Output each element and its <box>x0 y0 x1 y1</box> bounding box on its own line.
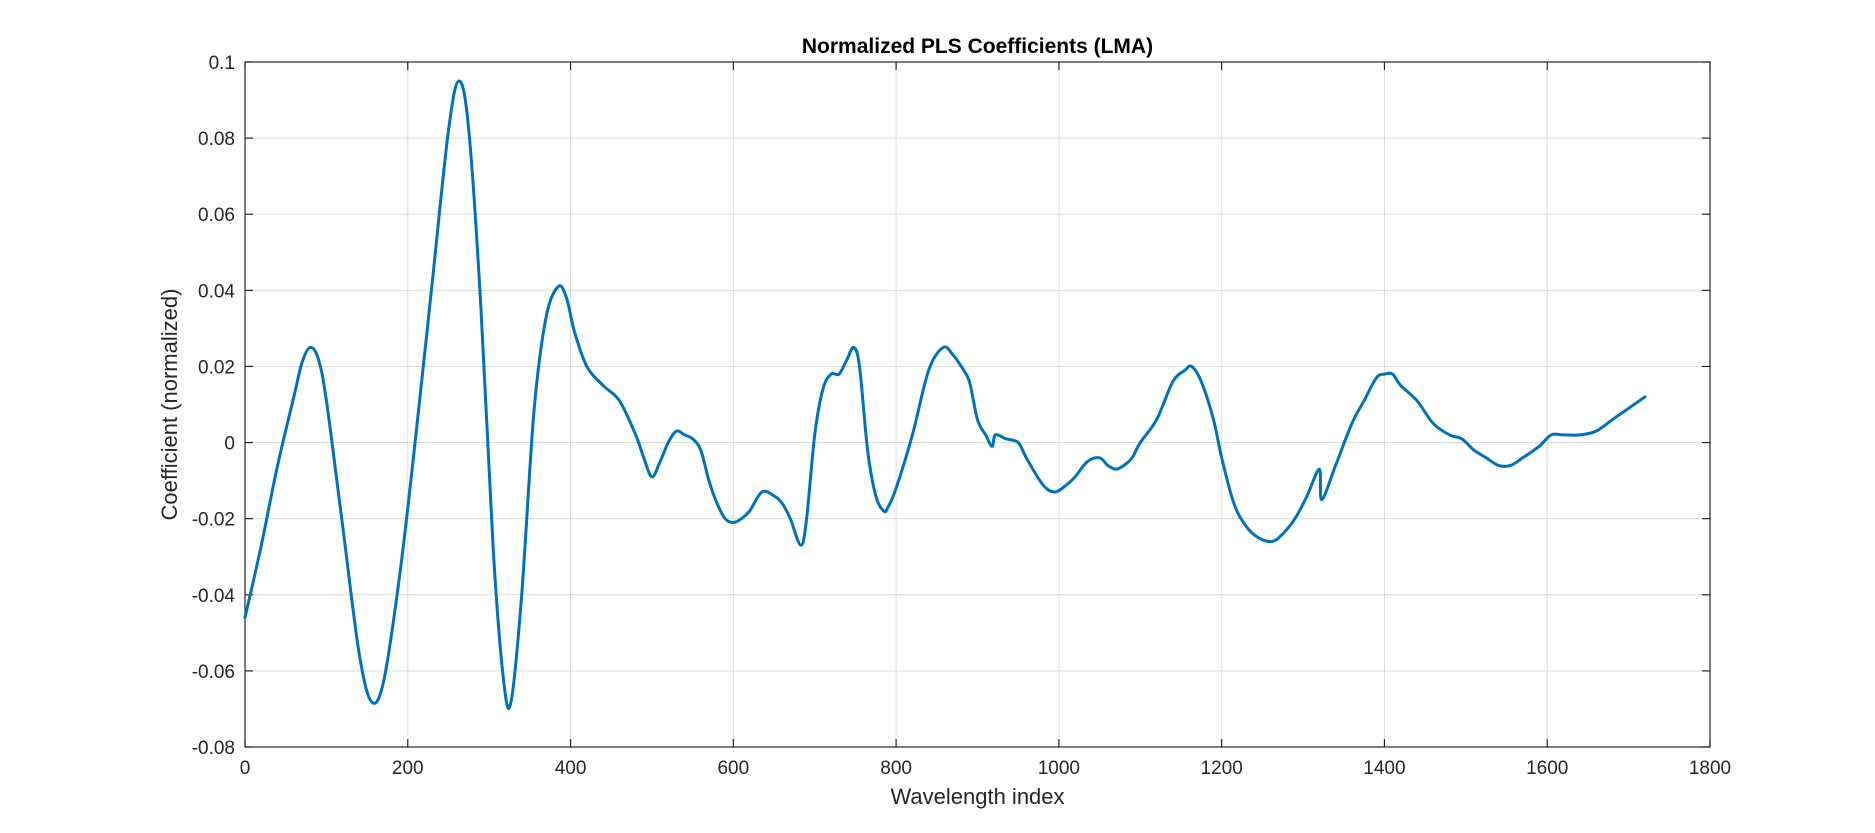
x-tick-label: 1200 <box>1201 758 1243 779</box>
series-line <box>243 79 1647 710</box>
grid-lines <box>245 62 1710 747</box>
y-tick-label: 0 <box>224 434 235 455</box>
y-tick-labels: -0.08 -0.06 -0.04 -0.02 0 0.02 0.04 0.06 0.08 0.1 <box>192 53 236 759</box>
x-tick-label: 600 <box>717 758 749 779</box>
chart-title: Normalized PLS Coefficients (LMA) <box>802 35 1153 58</box>
plot-area <box>245 62 1710 747</box>
y-tick-label: -0.04 <box>192 586 236 607</box>
x-tick-label: 400 <box>555 758 587 779</box>
x-tick-label: 1000 <box>1038 758 1080 779</box>
x-axis-label: Wavelength index <box>890 784 1064 809</box>
x-tick-label: 1600 <box>1526 758 1568 779</box>
y-axis-label: Coefficient (normalized) <box>157 289 182 521</box>
y-tick-label: -0.02 <box>192 510 235 531</box>
x-tick-label: 1800 <box>1689 758 1731 779</box>
y-tick-label: 0.04 <box>198 281 235 302</box>
x-tick-label: 1400 <box>1363 758 1405 779</box>
x-tick-labels: 0 200 400 600 800 1000 1200 1400 1600 1800 <box>240 758 1731 779</box>
x-tick-label: 0 <box>240 758 251 779</box>
x-tick-label: 200 <box>392 758 424 779</box>
y-tick-label: -0.06 <box>192 662 235 683</box>
y-tick-label: 0.02 <box>198 357 235 378</box>
plot-frame <box>244 61 1711 748</box>
y-tick-label: -0.08 <box>192 738 235 759</box>
y-tick-label: 0.06 <box>198 205 235 226</box>
x-tick-label: 800 <box>880 758 912 779</box>
y-tick-label: 0.1 <box>209 53 235 74</box>
y-tick-label: 0.08 <box>198 129 235 150</box>
